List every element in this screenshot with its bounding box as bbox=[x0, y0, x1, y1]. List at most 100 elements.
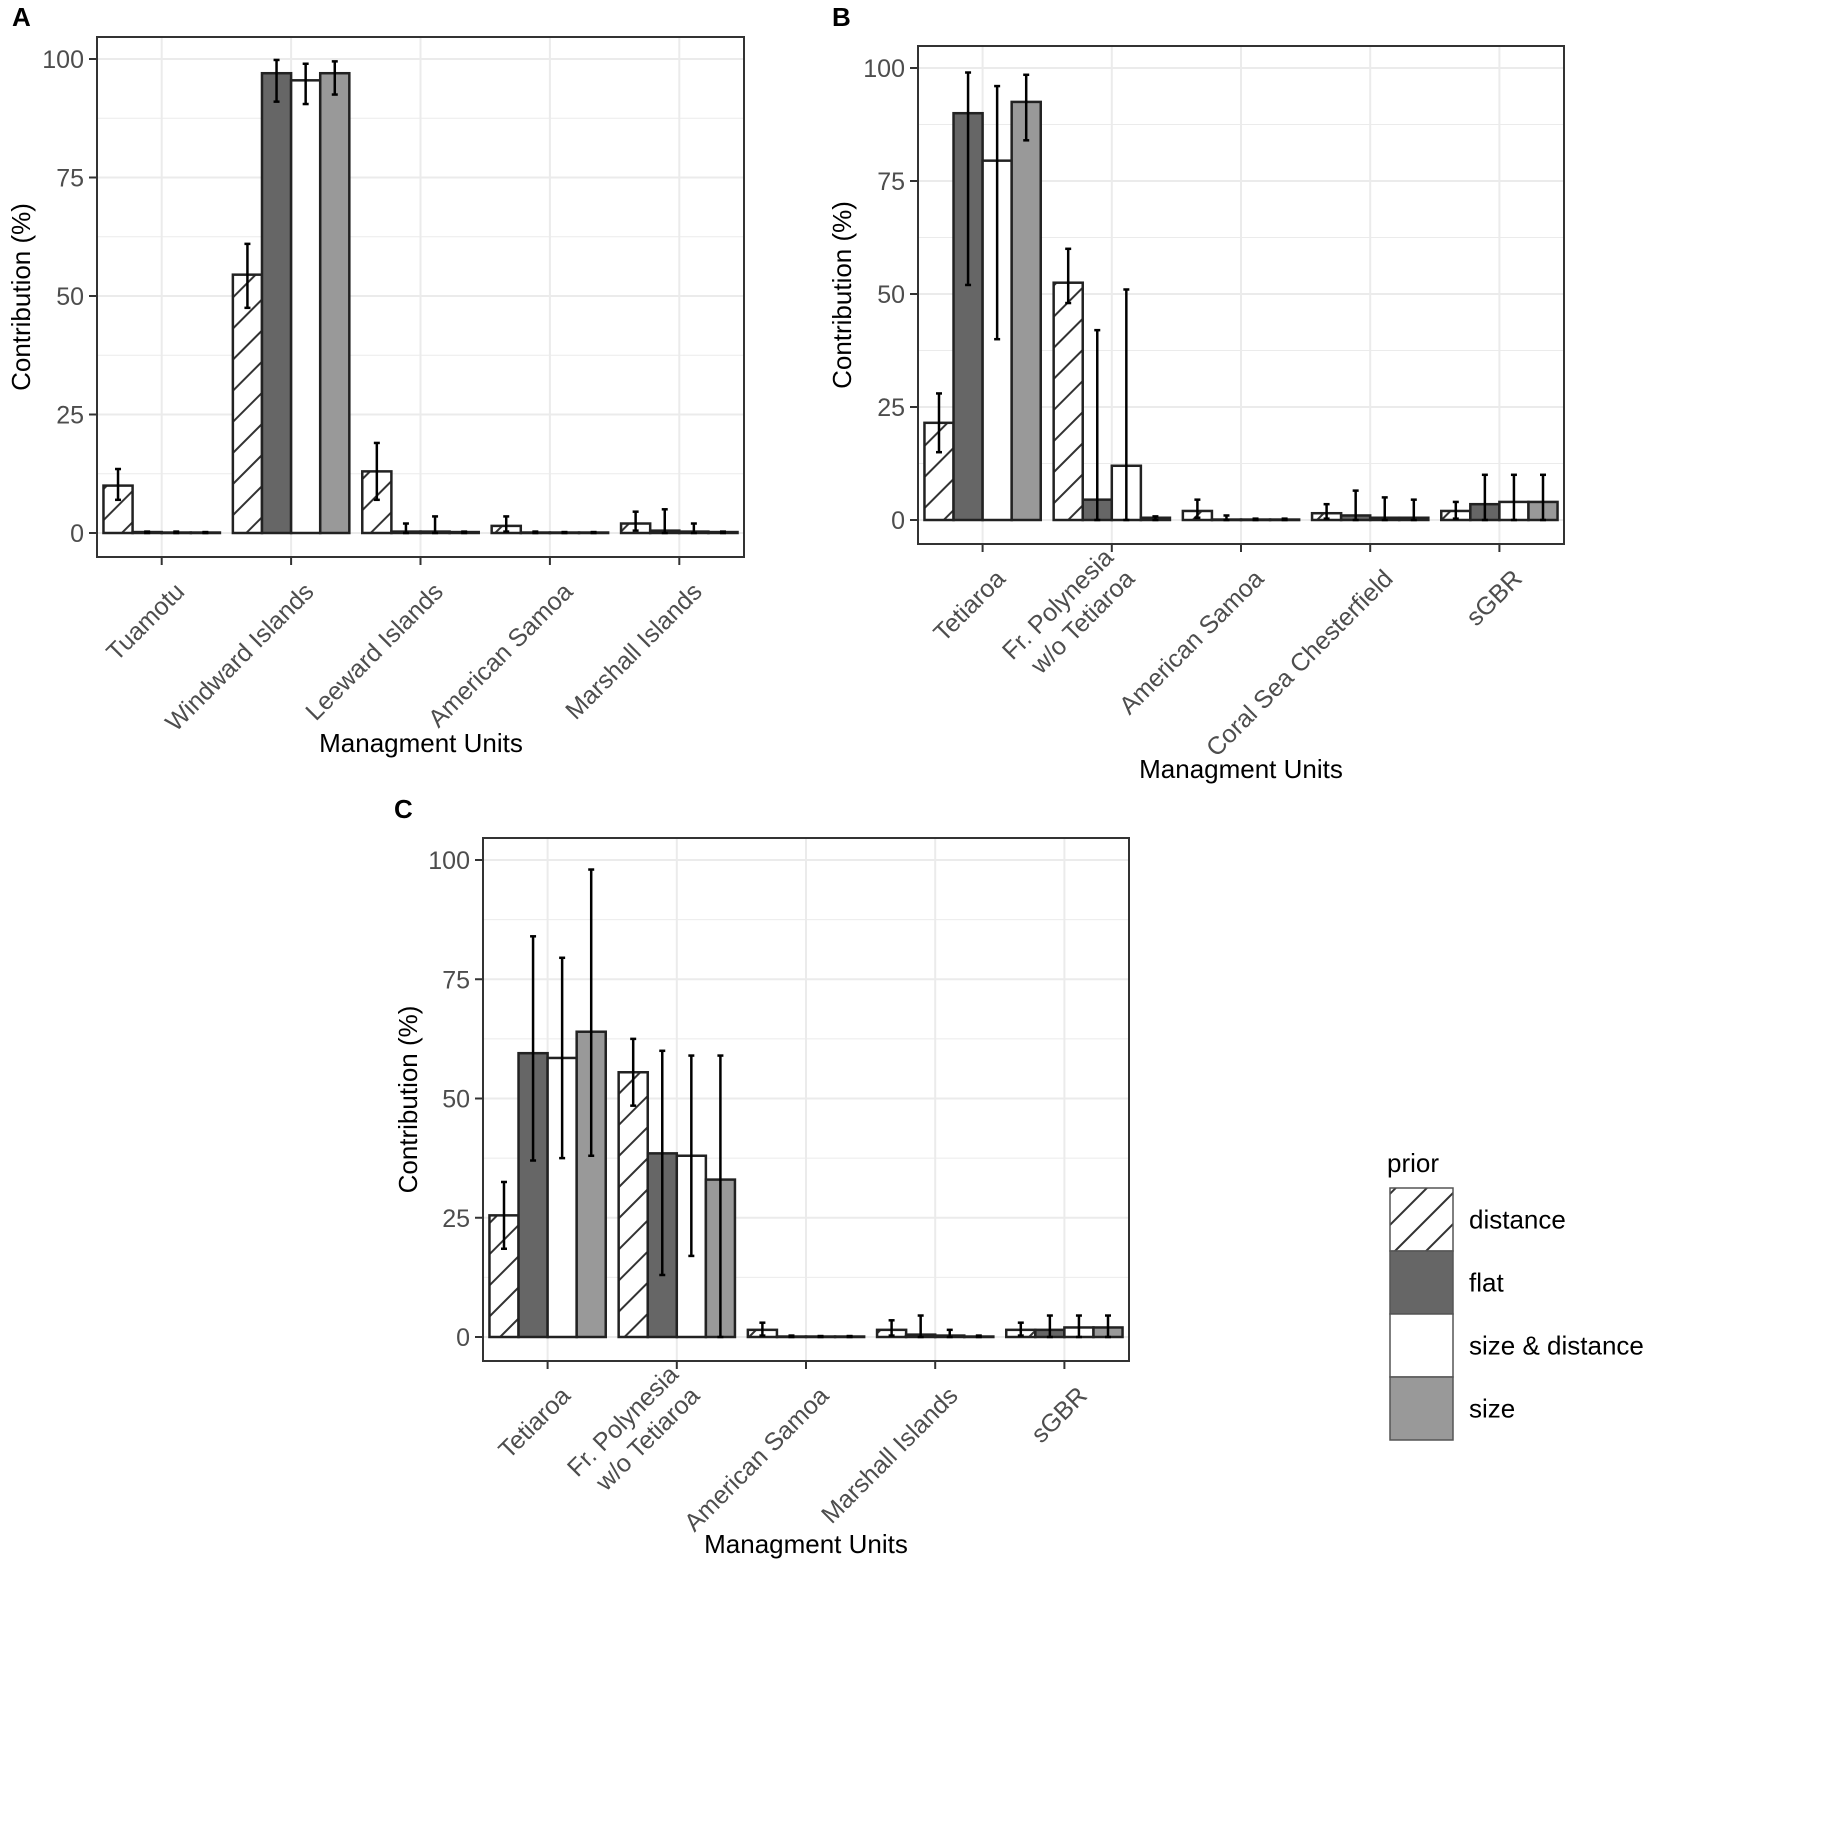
x-category-label-line: sGBR bbox=[1461, 565, 1528, 632]
x-category-label-line: Tetiaroa bbox=[493, 1382, 576, 1465]
errorbar-flat-sgbr bbox=[1046, 1314, 1053, 1339]
y-tick-label: 75 bbox=[56, 165, 84, 193]
y-tick-label: 0 bbox=[891, 507, 905, 535]
errorbar-distance-tuamotu bbox=[115, 467, 122, 502]
errorbar-flat-american-samoa bbox=[532, 530, 539, 535]
errorbar-size-coral-sea-chesterfield bbox=[1410, 498, 1417, 522]
x-category-label-tetiaroa: Tetiaroa bbox=[928, 565, 1011, 648]
x-category-label-line: American Samoa bbox=[423, 578, 578, 733]
legend-title: prior bbox=[1387, 1148, 1439, 1178]
x-category-label-line: Tuamotu bbox=[101, 578, 190, 667]
errorbar-size-fr-polynesia-w-o-tetiaroa bbox=[1152, 515, 1159, 522]
errorbar-size-sgbr bbox=[1105, 1314, 1112, 1339]
y-axis-title: Contribution (%) bbox=[827, 201, 857, 389]
errorbar-distance-windward-islands bbox=[244, 242, 251, 310]
errorbar-size-distance-tuamotu bbox=[173, 530, 180, 535]
x-category-label-american-samoa: American Samoa bbox=[423, 578, 578, 733]
bar-distance-leeward-islands bbox=[361, 470, 393, 535]
errorbar-flat-fr-polynesia-w-o-tetiaroa bbox=[659, 1049, 666, 1277]
errorbar-size-distance-american-samoa bbox=[1252, 517, 1259, 522]
x-category-label-fr-polynesia-w-o-tetiaroa: Fr. Polynesiaw/o Tetiaroa bbox=[562, 1360, 705, 1503]
y-tick-label: 50 bbox=[56, 283, 84, 311]
errorbar-size-windward-islands bbox=[331, 60, 338, 96]
errorbar-size-distance-american-samoa bbox=[817, 1334, 824, 1339]
errorbar-size-distance-marshall-islands bbox=[946, 1328, 953, 1339]
errorbar-distance-tetiaroa bbox=[500, 1180, 507, 1251]
errorbar-flat-leeward-islands bbox=[402, 522, 409, 535]
legend-item-size: size bbox=[1389, 1376, 1515, 1441]
errorbar-distance-coral-sea-chesterfield bbox=[1323, 502, 1330, 520]
legend-key-flat bbox=[1389, 1250, 1454, 1315]
x-axis-title: Managment Units bbox=[704, 1529, 908, 1559]
x-category-label-sgbr: sGBR bbox=[1461, 565, 1528, 632]
bar-distance-windward-islands bbox=[231, 273, 264, 535]
y-tick-label: 25 bbox=[442, 1205, 470, 1233]
errorbar-size-distance-marshall-islands bbox=[690, 522, 697, 535]
errorbar-flat-tuamotu bbox=[144, 530, 151, 535]
y-axis-title: Contribution (%) bbox=[393, 1006, 423, 1194]
errorbar-flat-tetiaroa bbox=[530, 935, 537, 1162]
x-category-label-marshall-islands: Marshall Islands bbox=[560, 578, 708, 726]
errorbar-distance-american-samoa bbox=[1194, 498, 1201, 519]
errorbar-distance-fr-polynesia-w-o-tetiaroa bbox=[1065, 247, 1072, 305]
errorbar-distance-american-samoa bbox=[759, 1321, 766, 1337]
errorbar-size-distance-fr-polynesia-w-o-tetiaroa bbox=[688, 1054, 695, 1258]
y-tick-label: 100 bbox=[863, 55, 905, 83]
panel-letter: B bbox=[832, 2, 851, 32]
errorbar-size-fr-polynesia-w-o-tetiaroa bbox=[717, 1054, 724, 1339]
errorbar-flat-american-samoa bbox=[788, 1334, 795, 1339]
bar-size-tetiaroa bbox=[1010, 100, 1042, 522]
y-tick-label: 0 bbox=[70, 520, 84, 548]
legend-label: size & distance bbox=[1469, 1331, 1644, 1361]
errorbar-size-american-samoa bbox=[1281, 517, 1288, 522]
errorbar-size-marshall-islands bbox=[719, 530, 726, 535]
panel-letter: C bbox=[394, 794, 413, 824]
bar-distance-fr-polynesia-w-o-tetiaroa bbox=[1052, 281, 1084, 522]
errorbar-flat-sgbr bbox=[1481, 473, 1488, 522]
errorbar-distance-marshall-islands bbox=[632, 510, 639, 532]
legend-label: flat bbox=[1469, 1268, 1504, 1298]
legend-key-size-distance bbox=[1389, 1313, 1454, 1378]
y-tick-label: 0 bbox=[456, 1324, 470, 1352]
errorbar-size-distance-american-samoa bbox=[561, 530, 568, 535]
y-tick-label: 50 bbox=[442, 1086, 470, 1114]
x-category-label-line: Leeward Islands bbox=[300, 578, 449, 727]
errorbar-flat-marshall-islands bbox=[661, 508, 668, 535]
y-tick-label: 25 bbox=[877, 394, 905, 422]
y-tick-label: 75 bbox=[442, 966, 470, 994]
x-category-label-line: Tetiaroa bbox=[928, 565, 1011, 648]
errorbar-size-distance-tetiaroa bbox=[994, 84, 1001, 341]
errorbar-size-distance-fr-polynesia-w-o-tetiaroa bbox=[1123, 288, 1130, 522]
y-tick-label: 100 bbox=[42, 46, 84, 74]
x-axis-title: Managment Units bbox=[319, 728, 523, 758]
legend-label: size bbox=[1469, 1394, 1515, 1424]
bar-flat-windward-islands bbox=[260, 71, 293, 535]
errorbar-distance-american-samoa bbox=[503, 515, 510, 533]
errorbar-distance-leeward-islands bbox=[373, 441, 380, 502]
legend-key-size bbox=[1389, 1376, 1454, 1441]
x-category-label-sgbr: sGBR bbox=[1026, 1382, 1093, 1449]
y-tick-label: 50 bbox=[877, 281, 905, 309]
errorbar-distance-sgbr bbox=[1017, 1321, 1024, 1337]
errorbar-flat-american-samoa bbox=[1223, 514, 1230, 522]
errorbar-size-distance-tetiaroa bbox=[559, 956, 566, 1160]
errorbar-size-distance-windward-islands bbox=[302, 62, 309, 106]
errorbar-flat-fr-polynesia-w-o-tetiaroa bbox=[1094, 328, 1101, 522]
x-category-label-tetiaroa: Tetiaroa bbox=[493, 1382, 576, 1465]
legend-item-size-distance: size & distance bbox=[1389, 1313, 1644, 1378]
errorbar-flat-marshall-islands bbox=[917, 1314, 924, 1339]
x-axis-title: Managment Units bbox=[1139, 754, 1343, 784]
y-tick-label: 25 bbox=[56, 402, 84, 430]
errorbar-size-american-samoa bbox=[590, 530, 597, 535]
errorbar-size-distance-leeward-islands bbox=[432, 515, 439, 535]
x-category-label-line: sGBR bbox=[1026, 1382, 1093, 1449]
bar-size-windward-islands bbox=[318, 71, 351, 535]
errorbar-flat-windward-islands bbox=[273, 58, 280, 103]
x-category-label-marshall-islands: Marshall Islands bbox=[816, 1382, 964, 1530]
legend-key-distance bbox=[1389, 1187, 1454, 1252]
errorbar-size-leeward-islands bbox=[461, 530, 468, 535]
